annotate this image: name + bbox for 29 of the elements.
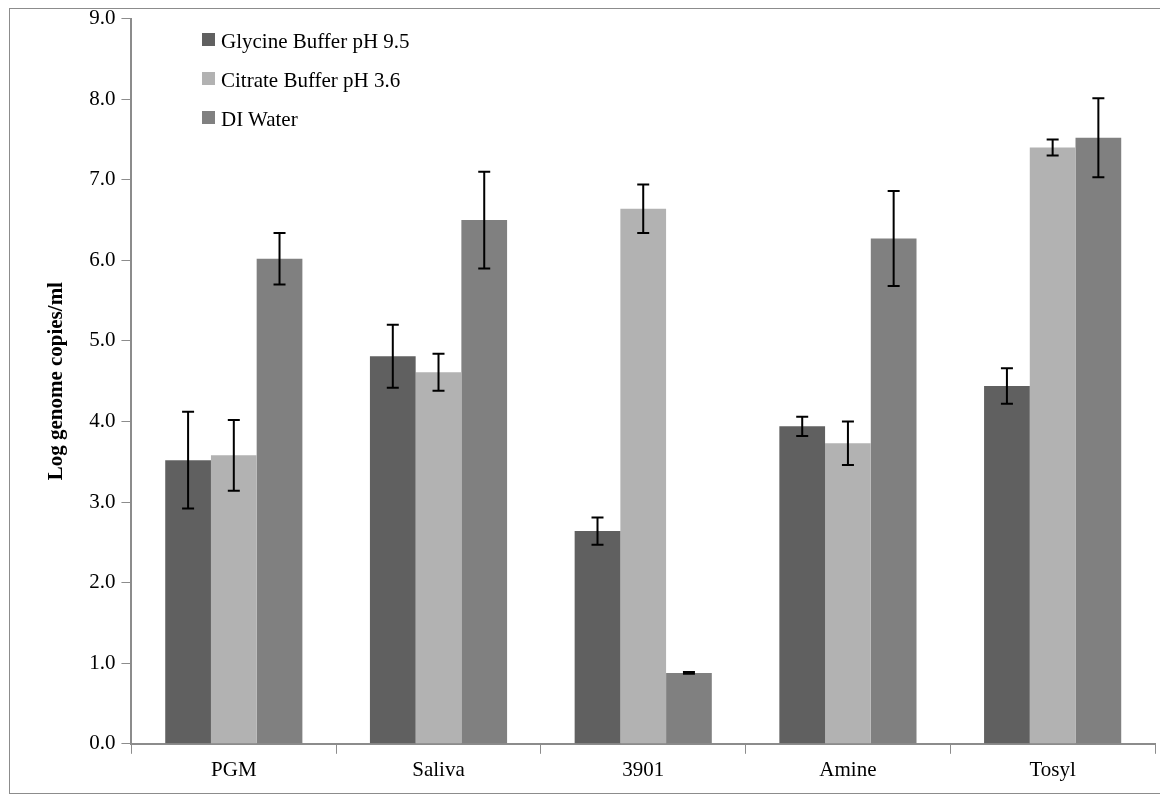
bar [574,531,621,744]
y-tick-label: 7.0 [89,166,116,191]
legend-label: DI Water [221,106,298,133]
bar [1029,147,1076,744]
y-tick-label: 9.0 [89,5,116,30]
legend-label: Citrate Buffer pH 3.6 [221,67,401,94]
y-tick-label: 6.0 [89,246,116,271]
y-tick-label: 3.0 [89,488,116,513]
bar [369,356,416,744]
bar [779,426,826,744]
x-tick-label: Tosyl [1029,756,1076,781]
bar [825,443,871,744]
bar [620,208,667,744]
x-tick-label: Amine [819,756,877,781]
bar [984,386,1030,744]
y-tick-label: 2.0 [89,569,116,594]
x-tick-label: PGM [211,756,257,781]
y-tick-label: 0.0 [89,730,116,755]
bar [415,372,462,744]
x-tick-label: 3901 [622,756,665,781]
bar [210,455,257,744]
y-axis-title: Log genome copies/ml [43,281,68,481]
x-tick-label: Saliva [412,756,466,781]
legend-label: Glycine Buffer pH 9.5 [221,28,410,55]
y-tick-label: 1.0 [89,649,116,674]
bar [165,460,211,744]
y-tick-label: 8.0 [89,85,116,110]
y-tick-label: 5.0 [89,327,116,352]
y-tick-label: 4.0 [89,408,116,432]
